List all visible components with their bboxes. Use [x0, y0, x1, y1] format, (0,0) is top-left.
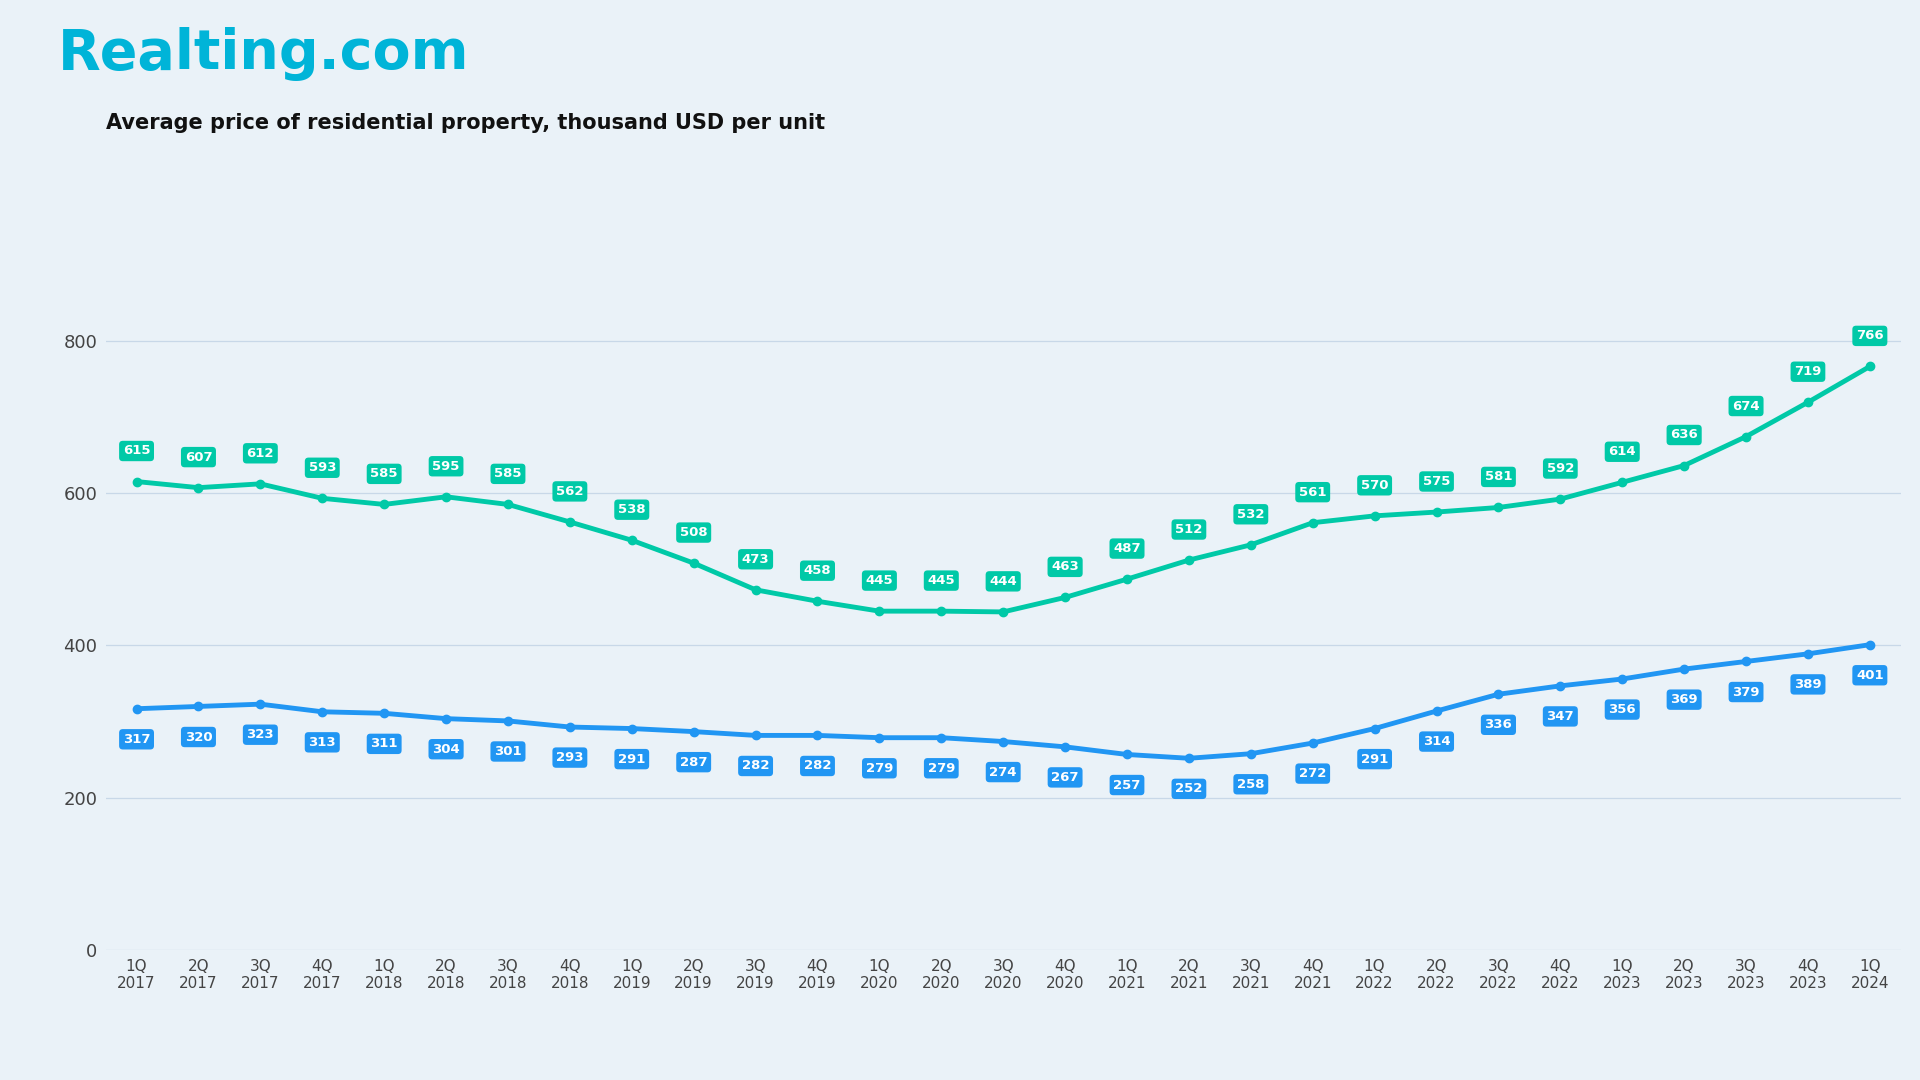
Text: 561: 561 — [1300, 486, 1327, 499]
Text: 607: 607 — [184, 450, 213, 463]
Text: 282: 282 — [741, 759, 770, 772]
Text: 267: 267 — [1052, 771, 1079, 784]
Text: 562: 562 — [557, 485, 584, 498]
Text: 282: 282 — [804, 759, 831, 772]
Text: 314: 314 — [1423, 735, 1450, 748]
Text: 674: 674 — [1732, 400, 1761, 413]
Text: 575: 575 — [1423, 475, 1450, 488]
Text: 463: 463 — [1052, 561, 1079, 573]
Text: 593: 593 — [309, 461, 336, 474]
Text: 581: 581 — [1484, 471, 1513, 484]
Text: Realting.com: Realting.com — [58, 27, 468, 81]
Text: 445: 445 — [927, 575, 954, 588]
Text: 356: 356 — [1609, 703, 1636, 716]
Text: 320: 320 — [184, 730, 213, 743]
Text: 592: 592 — [1548, 462, 1574, 475]
Text: 258: 258 — [1236, 778, 1265, 791]
Text: 615: 615 — [123, 445, 150, 458]
Text: 487: 487 — [1114, 542, 1140, 555]
Text: 272: 272 — [1300, 767, 1327, 780]
Text: 389: 389 — [1793, 678, 1822, 691]
Text: 538: 538 — [618, 503, 645, 516]
Text: 458: 458 — [804, 564, 831, 577]
Text: 585: 585 — [371, 468, 397, 481]
Text: 347: 347 — [1546, 710, 1574, 723]
Text: 532: 532 — [1236, 508, 1265, 521]
Text: 323: 323 — [246, 728, 275, 741]
Text: 766: 766 — [1857, 329, 1884, 342]
Text: 444: 444 — [989, 575, 1018, 588]
Text: 301: 301 — [493, 745, 522, 758]
Text: 313: 313 — [309, 735, 336, 748]
Text: 291: 291 — [1361, 753, 1388, 766]
Text: 369: 369 — [1670, 693, 1697, 706]
Text: 585: 585 — [493, 468, 522, 481]
Text: 336: 336 — [1484, 718, 1513, 731]
Text: 512: 512 — [1175, 523, 1202, 536]
Text: 595: 595 — [432, 460, 459, 473]
Text: 274: 274 — [989, 766, 1018, 779]
Text: 317: 317 — [123, 733, 150, 746]
Text: 401: 401 — [1857, 669, 1884, 681]
Text: 291: 291 — [618, 753, 645, 766]
Text: 279: 279 — [866, 761, 893, 774]
Text: 287: 287 — [680, 756, 707, 769]
Text: 508: 508 — [680, 526, 707, 539]
Text: 257: 257 — [1114, 779, 1140, 792]
Text: 252: 252 — [1175, 782, 1202, 795]
Text: 614: 614 — [1609, 445, 1636, 458]
Text: 311: 311 — [371, 738, 397, 751]
Text: 570: 570 — [1361, 478, 1388, 491]
Text: 279: 279 — [927, 761, 954, 774]
Text: 379: 379 — [1732, 686, 1761, 699]
Text: Average price of residential property, thousand USD per unit: Average price of residential property, t… — [106, 113, 826, 134]
Text: 293: 293 — [557, 751, 584, 764]
Text: 445: 445 — [866, 575, 893, 588]
Text: 636: 636 — [1670, 429, 1697, 442]
Text: 612: 612 — [246, 447, 275, 460]
Text: 304: 304 — [432, 743, 461, 756]
Text: 473: 473 — [741, 553, 770, 566]
Text: 719: 719 — [1795, 365, 1822, 378]
